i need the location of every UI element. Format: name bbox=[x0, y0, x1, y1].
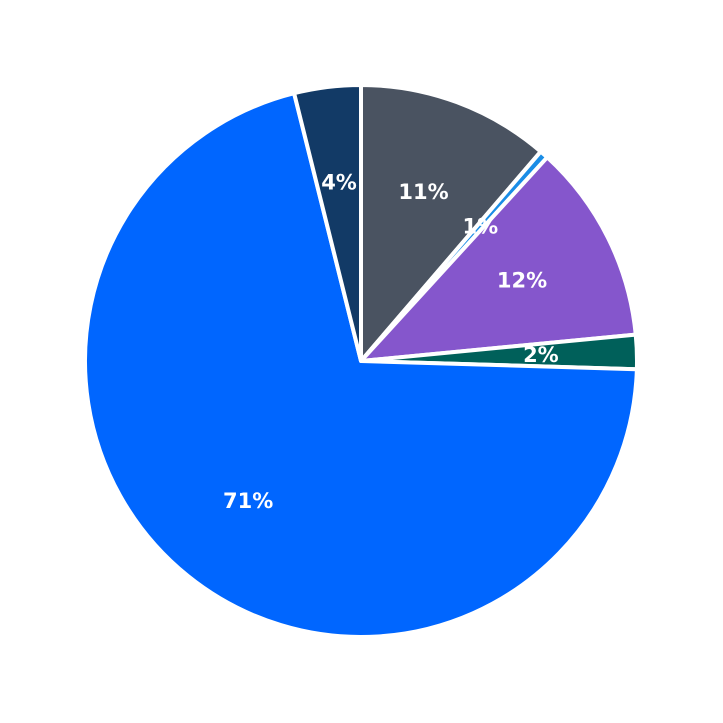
pie-slice bbox=[83, 91, 639, 639]
pie-slice bbox=[359, 83, 543, 363]
slice-label: 11% bbox=[398, 180, 448, 204]
slice-label: 4% bbox=[321, 170, 357, 194]
slice-label: 1% bbox=[463, 214, 499, 238]
slice-label: 12% bbox=[497, 269, 547, 293]
pie-slice bbox=[292, 83, 363, 363]
slice-label: 2% bbox=[523, 343, 559, 367]
slice-label: 71% bbox=[223, 489, 273, 513]
pie-slice bbox=[359, 155, 638, 363]
